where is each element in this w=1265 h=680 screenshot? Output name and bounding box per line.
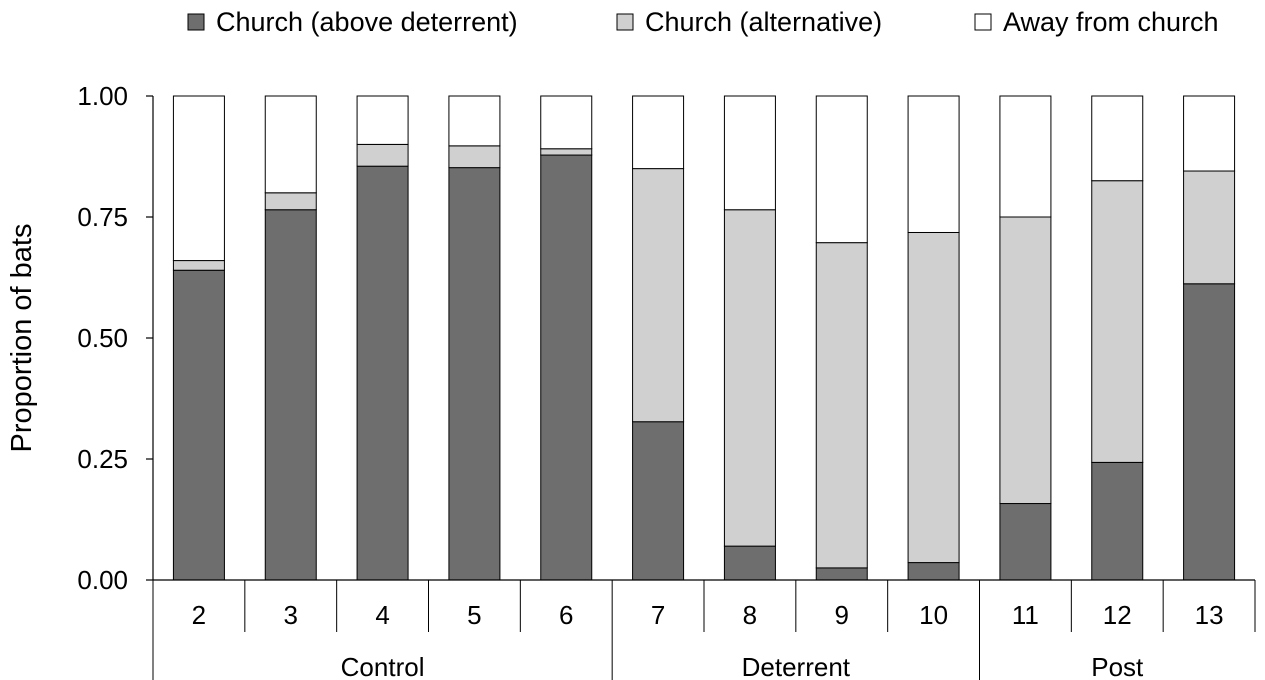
bar-stack — [264, 95, 317, 581]
bar-stack — [540, 95, 593, 581]
legend-swatch — [974, 13, 992, 31]
legend-item: Church (above deterrent) — [187, 7, 518, 37]
bar-stack — [356, 95, 409, 581]
bar-segment — [540, 154, 593, 581]
x-tick-label: 12 — [1103, 600, 1132, 630]
bar-segment — [172, 260, 225, 271]
group-label: Deterrent — [742, 652, 851, 680]
x-tick-label: 4 — [375, 600, 389, 630]
legend-item: Away from church — [974, 7, 1219, 37]
bar-segment — [1091, 180, 1144, 463]
x-tick-label: 2 — [192, 600, 206, 630]
bar-segment — [1091, 95, 1144, 182]
y-tick-label: 0.50 — [77, 323, 128, 353]
bar-segment — [999, 503, 1052, 581]
y-tick-label: 0.25 — [77, 444, 128, 474]
bar-segment — [632, 95, 685, 170]
bar-segment — [723, 95, 776, 211]
axes: 0.00 0.25 0.50 0.75 1.00 2 3 4 5 6 7 8 9 10 11 12 13 Cont… — [77, 81, 1256, 680]
bar-segment — [448, 95, 501, 147]
legend-label: Church (alternative) — [645, 7, 882, 37]
bar-stack — [999, 95, 1052, 581]
bar-segment — [172, 269, 225, 581]
x-tick-label: 8 — [743, 600, 757, 630]
bar-segment — [907, 562, 960, 581]
x-tick-label: 6 — [559, 600, 573, 630]
x-tick-label: 3 — [284, 600, 298, 630]
bar-segment — [723, 545, 776, 581]
bar-segment — [999, 95, 1052, 218]
bar-segment — [815, 567, 868, 581]
bar-stack — [172, 95, 225, 581]
legend-item: Church (alternative) — [616, 7, 882, 37]
bar-segment — [540, 148, 593, 156]
bar-segment — [356, 165, 409, 581]
bar-segment — [723, 209, 776, 547]
y-tick-label: 0.00 — [77, 565, 128, 595]
bar-segment — [999, 216, 1052, 505]
x-tick-label: 10 — [919, 600, 948, 630]
bar-segment — [1183, 170, 1236, 285]
bar-segment — [632, 168, 685, 423]
x-tick-label: 9 — [835, 600, 849, 630]
x-tick-label: 7 — [651, 600, 665, 630]
bar-stack — [1091, 95, 1144, 581]
y-tick-label: 0.75 — [77, 202, 128, 232]
bar-segment — [264, 192, 317, 211]
group-label: Control — [341, 652, 425, 680]
legend-label: Away from church — [1003, 7, 1219, 37]
legend-swatch — [187, 13, 205, 31]
bars — [172, 95, 1236, 581]
bar-stack — [815, 95, 868, 581]
bar-segment — [632, 421, 685, 581]
bar-segment — [1183, 95, 1236, 172]
bar-segment — [540, 95, 593, 150]
x-tick-label: 11 — [1012, 600, 1039, 630]
bar-segment — [264, 209, 317, 581]
bar-segment — [264, 95, 317, 194]
bar-segment — [815, 242, 868, 569]
legend-swatch — [616, 13, 634, 31]
legend: Church (above deterrent) Church (alternat… — [187, 7, 1219, 37]
bar-segment — [448, 167, 501, 581]
bar-stack — [1183, 95, 1236, 581]
bar-segment — [448, 145, 501, 169]
x-tick-label: 13 — [1195, 600, 1224, 630]
y-tick-label: 1.00 — [77, 81, 128, 111]
bar-stack — [907, 95, 960, 581]
bar-stack — [448, 95, 501, 581]
bar-stack — [632, 95, 685, 581]
bar-segment — [907, 95, 960, 233]
bar-segment — [356, 143, 409, 167]
bar-segment — [815, 95, 868, 244]
legend-label: Church (above deterrent) — [216, 7, 518, 37]
bar-segment — [172, 95, 225, 262]
bar-segment — [907, 231, 960, 564]
x-tick-label: 5 — [467, 600, 481, 630]
bar-stack — [723, 95, 776, 581]
bar-segment — [356, 95, 409, 145]
y-axis-title: Proportion of bats — [6, 224, 38, 453]
bar-segment — [1091, 461, 1144, 581]
group-label: Post — [1091, 652, 1144, 680]
bar-segment — [1183, 283, 1236, 581]
